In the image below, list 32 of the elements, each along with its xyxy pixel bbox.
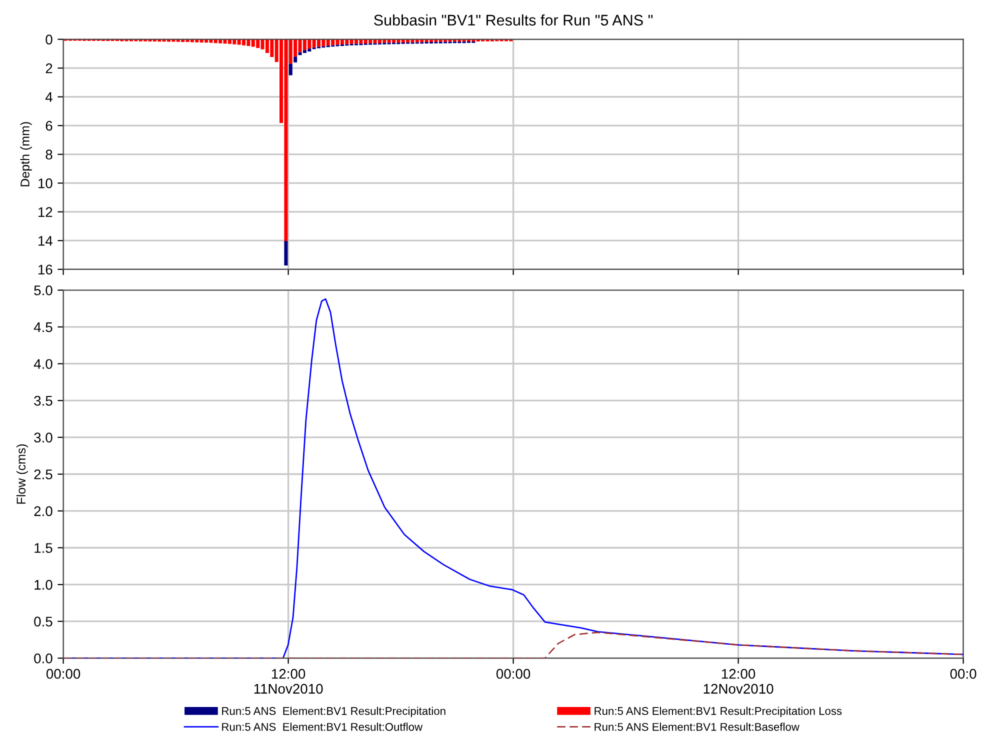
legend-label: Run:5 ANS Element:BV1 Result:Precipitation Loss xyxy=(594,706,842,718)
y-tick-label: 2 xyxy=(46,63,52,74)
y-tick-label: 6 xyxy=(46,120,52,131)
legend-label: Run:5 ANS Element:BV1 Result:Outflow xyxy=(222,722,423,731)
legend-label: Run:5 ANS Element:BV1 Result:Baseflow xyxy=(594,722,800,731)
legend-label: Run:5 ANS Element:BV1 Result:Precipitation xyxy=(222,706,446,718)
y-tick-label: 14 xyxy=(38,236,52,246)
chart-title: Subbasin "BV1" Results for Run "5 ANS " xyxy=(374,14,653,26)
y-tick-label: 12 xyxy=(38,207,52,217)
y-tick-label: 1.0 xyxy=(34,580,52,590)
y-tick-label: 4.5 xyxy=(34,322,52,332)
y-tick-label: 3.5 xyxy=(34,396,52,406)
x-tick-label: 00:00 xyxy=(496,668,530,679)
y-axis-title: Flow (cms) xyxy=(16,444,28,504)
y-tick-label: 2.5 xyxy=(34,469,52,480)
y-tick-label: 0 xyxy=(46,34,52,44)
y-tick-label: 8 xyxy=(46,150,52,160)
y-tick-label: 1.5 xyxy=(34,543,52,553)
x-tick-label: 12:00 12Nov2010 xyxy=(704,668,774,694)
y-tick-label: 16 xyxy=(38,264,52,275)
x-tick-label: 00:0 xyxy=(950,668,976,679)
y-tick-label: 0.0 xyxy=(34,653,52,664)
y-tick-label: 4.0 xyxy=(34,359,52,369)
x-tick-label: 00:00 xyxy=(46,668,80,679)
y-tick-label: 5.0 xyxy=(34,285,52,296)
y-axis-title: Depth (mm) xyxy=(20,122,32,186)
y-tick-label: 2.0 xyxy=(34,506,52,516)
y-tick-label: 4 xyxy=(45,92,52,102)
y-tick-label: 10 xyxy=(38,178,52,188)
y-tick-label: 0.5 xyxy=(34,616,52,627)
y-tick-label: 3.0 xyxy=(34,432,52,443)
x-tick-label: 12:00 11Nov2010 xyxy=(254,668,323,694)
